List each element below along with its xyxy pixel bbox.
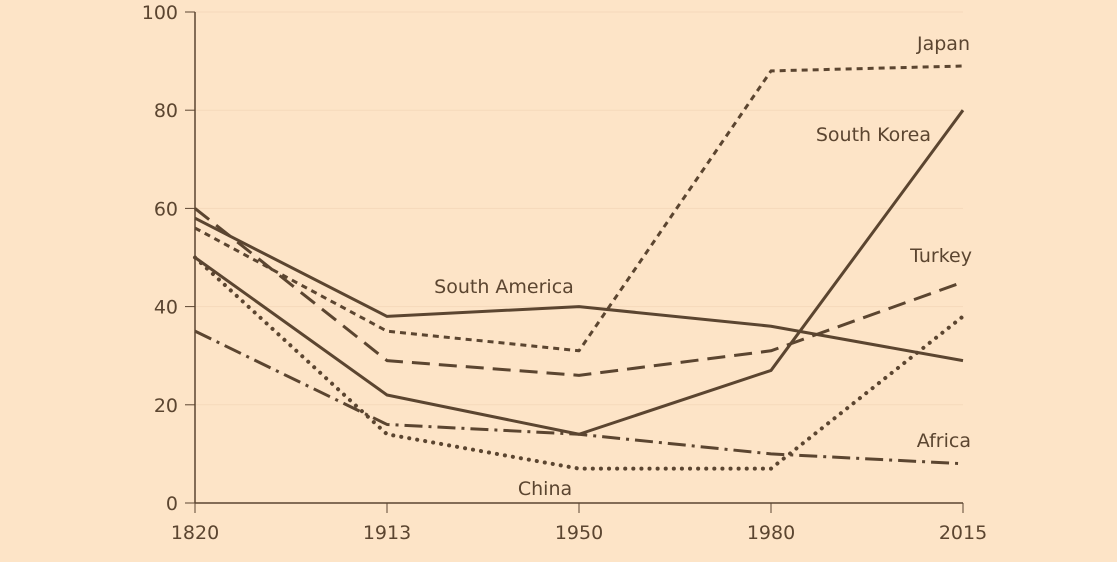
x-tick-label: 2015	[939, 522, 987, 544]
series-label-japan: Japan	[916, 33, 970, 55]
x-tick-label: 1913	[363, 522, 411, 544]
y-tick-label: 80	[154, 100, 178, 122]
series-line-japan	[194, 64, 964, 353]
y-tick-label: 60	[154, 198, 178, 220]
series-line-china	[193, 255, 965, 471]
y-tick-label: 20	[154, 395, 178, 417]
series-line-south-america	[194, 216, 964, 363]
x-tick-label: 1980	[747, 522, 795, 544]
series-label-turkey: Turkey	[909, 245, 972, 267]
y-tick-label: 100	[142, 2, 178, 24]
series-label-south-korea: South Korea	[816, 124, 931, 146]
series-line-south-korea	[194, 109, 965, 436]
series-line-turkey	[194, 207, 964, 377]
series-label-africa: Africa	[917, 430, 971, 452]
series-label-south-america: South America	[434, 276, 574, 298]
series-line-africa	[194, 329, 964, 466]
x-tick-label: 1820	[171, 522, 219, 544]
x-tick-label: 1950	[555, 522, 603, 544]
y-tick-label: 40	[154, 297, 178, 319]
series-label-china: China	[518, 478, 572, 500]
y-tick-label: 0	[166, 493, 178, 515]
